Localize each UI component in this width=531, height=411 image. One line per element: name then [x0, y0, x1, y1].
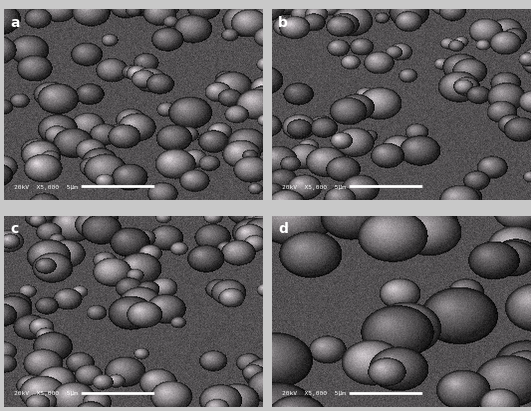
Text: 20kV  X5,000  5μm: 20kV X5,000 5μm: [282, 391, 346, 396]
Text: a: a: [10, 16, 20, 30]
Text: 20kV  X5,000  5μm: 20kV X5,000 5μm: [14, 185, 78, 189]
Text: d: d: [278, 222, 288, 236]
Text: b: b: [278, 16, 288, 30]
Text: c: c: [10, 222, 19, 236]
Text: 20kV  X5,000  5μm: 20kV X5,000 5μm: [14, 391, 78, 396]
Text: 20kV  X5,000  5μm: 20kV X5,000 5μm: [282, 185, 346, 189]
